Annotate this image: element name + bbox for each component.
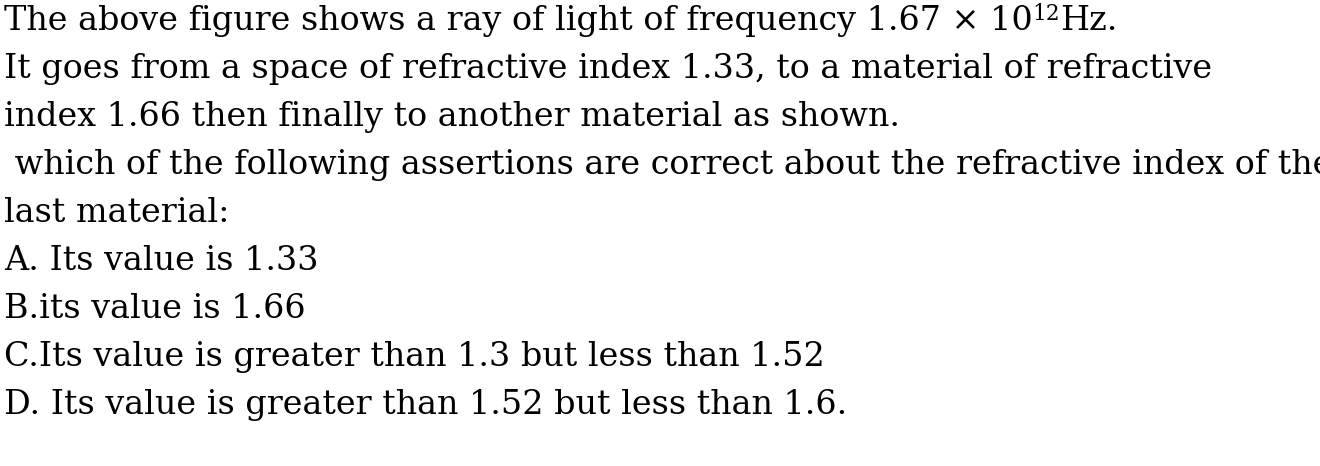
Text: Hz.: Hz.	[1060, 5, 1118, 37]
Text: last material:: last material:	[4, 197, 230, 229]
Text: 12: 12	[1032, 3, 1060, 25]
Text: It goes from a space of refractive index 1.33, to a material of refractive: It goes from a space of refractive index…	[4, 53, 1212, 85]
Text: B.its value is 1.66: B.its value is 1.66	[4, 293, 306, 325]
Text: which of the following assertions are correct about the refractive index of the: which of the following assertions are co…	[4, 149, 1320, 181]
Text: index 1.66 then finally to another material as shown.: index 1.66 then finally to another mater…	[4, 101, 900, 133]
Text: C.Its value is greater than 1.3 but less than 1.52: C.Its value is greater than 1.3 but less…	[4, 341, 825, 373]
Text: D. Its value is greater than 1.52 but less than 1.6.: D. Its value is greater than 1.52 but le…	[4, 389, 847, 421]
Text: The above figure shows a ray of light of frequency 1.67 × 10: The above figure shows a ray of light of…	[4, 5, 1032, 37]
Text: A. Its value is 1.33: A. Its value is 1.33	[4, 245, 318, 277]
